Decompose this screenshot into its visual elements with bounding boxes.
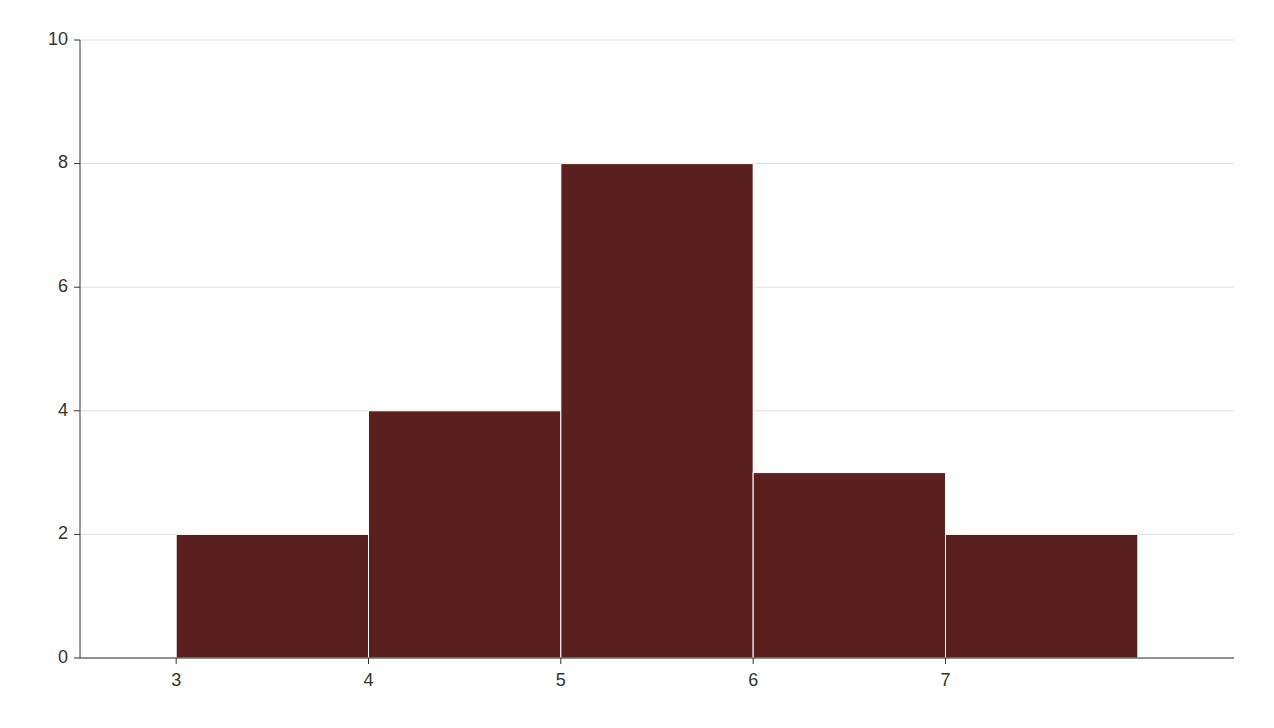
y-tick-label: 0: [58, 647, 68, 667]
grid-line: [80, 40, 1234, 41]
y-tick-label: 2: [58, 523, 68, 543]
y-tick-label: 10: [48, 29, 68, 49]
x-tick: [753, 658, 754, 664]
y-axis-line: [80, 40, 81, 658]
x-tick-label: 4: [363, 670, 373, 690]
y-tick: [74, 534, 80, 535]
histogram-bar: [369, 411, 561, 658]
grid-line: [80, 658, 1234, 659]
y-tick-label: 8: [58, 152, 68, 172]
y-tick: [74, 410, 80, 411]
histogram-bar: [561, 164, 753, 658]
axes: 3 4 5 6 7 0 2 4 6 8 10: [48, 29, 1234, 690]
y-tick: [74, 163, 80, 164]
histogram-bar: [946, 534, 1138, 658]
y-tick-label: 4: [58, 400, 68, 420]
bars: [176, 164, 1138, 658]
x-tick-label: 3: [171, 670, 181, 690]
y-tick: [74, 40, 80, 41]
x-tick: [176, 658, 177, 664]
x-axis-line: [80, 658, 1234, 659]
y-tick-label: 6: [58, 276, 68, 296]
grid: [80, 40, 1234, 658]
x-tick: [368, 658, 369, 664]
y-tick: [74, 658, 80, 659]
x-tick-label: 5: [556, 670, 566, 690]
chart-svg: 3 4 5 6 7 0 2 4 6 8 10: [0, 0, 1274, 728]
chart-container: 3 4 5 6 7 0 2 4 6 8 10: [0, 0, 1274, 728]
histogram-bar: [176, 534, 368, 658]
x-tick: [945, 658, 946, 664]
x-tick-label: 6: [748, 670, 758, 690]
x-tick-label: 7: [940, 670, 950, 690]
y-tick: [74, 287, 80, 288]
histogram-bar: [753, 473, 945, 658]
x-tick: [560, 658, 561, 664]
